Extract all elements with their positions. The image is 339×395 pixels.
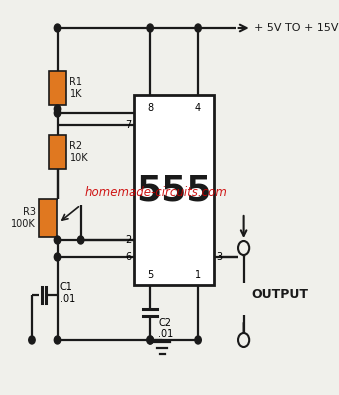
Circle shape: [147, 336, 153, 344]
Text: + 5V TO + 15V: + 5V TO + 15V: [254, 23, 339, 33]
Text: 555: 555: [136, 173, 212, 207]
Text: 4: 4: [195, 103, 201, 113]
Text: R1
1K: R1 1K: [69, 77, 82, 99]
Circle shape: [147, 336, 153, 344]
Bar: [49, 135, 66, 169]
Circle shape: [147, 24, 153, 32]
Text: 2: 2: [125, 235, 132, 245]
Text: C1
.01: C1 .01: [60, 282, 75, 304]
Text: 8: 8: [147, 103, 153, 113]
Circle shape: [238, 333, 249, 347]
Circle shape: [195, 24, 201, 32]
Circle shape: [78, 236, 84, 244]
Circle shape: [195, 336, 201, 344]
Text: C2
.01: C2 .01: [158, 318, 174, 339]
Bar: [49, 71, 66, 105]
Text: OUTPUT: OUTPUT: [252, 288, 308, 301]
Circle shape: [54, 109, 61, 117]
Text: 1: 1: [195, 270, 201, 280]
Text: homemade-circuits.com: homemade-circuits.com: [84, 186, 227, 199]
Circle shape: [54, 253, 61, 261]
Circle shape: [54, 236, 61, 244]
Text: 7: 7: [125, 120, 132, 130]
Text: 5: 5: [147, 270, 153, 280]
Circle shape: [54, 24, 61, 32]
Bar: [39, 199, 57, 237]
Text: R2
10K: R2 10K: [69, 141, 88, 163]
Circle shape: [54, 105, 61, 113]
Text: 6: 6: [126, 252, 132, 262]
Bar: [134, 95, 214, 285]
Circle shape: [29, 336, 35, 344]
Circle shape: [54, 336, 61, 344]
Circle shape: [238, 241, 249, 255]
Text: R3
100K: R3 100K: [11, 207, 36, 229]
Text: 3: 3: [217, 252, 223, 262]
